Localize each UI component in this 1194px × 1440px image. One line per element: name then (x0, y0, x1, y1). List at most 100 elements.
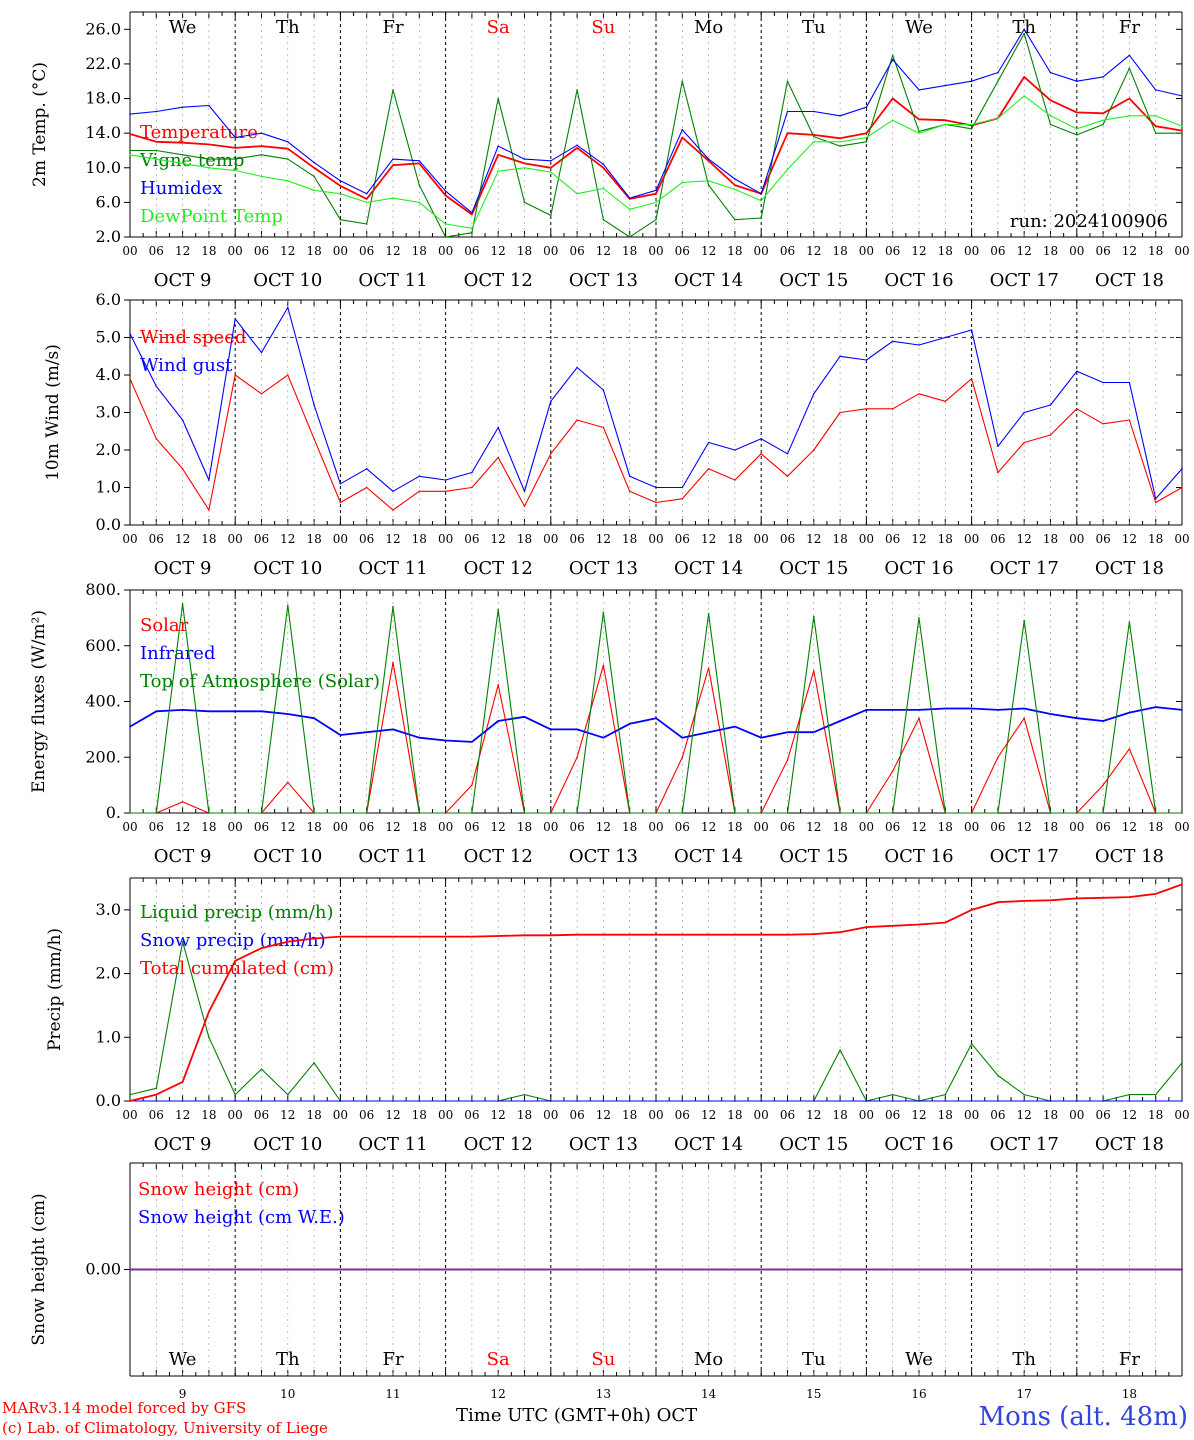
data-point (1154, 706, 1157, 708)
data-point (550, 1100, 552, 1102)
data-point (681, 1100, 684, 1102)
data-point (1049, 899, 1052, 902)
weekday-label-top: We (169, 17, 197, 38)
data-point (681, 933, 684, 936)
x-date-label: OCT 15 (779, 270, 848, 291)
y-tick-label: 2.0 (96, 440, 121, 459)
x-hour-label: 18 (832, 244, 847, 258)
x-hour-label: 18 (1043, 532, 1058, 546)
x-hour-label: 06 (569, 532, 584, 546)
x-hour-label: 18 (832, 1108, 847, 1122)
data-point (1076, 128, 1078, 130)
data-point (523, 162, 526, 165)
data-point (576, 144, 578, 147)
x-hour-label: 18 (938, 1108, 953, 1122)
x-hour-label: 12 (701, 820, 716, 834)
day-number-label: 9 (179, 1387, 187, 1401)
data-point (681, 181, 684, 184)
data-point (365, 486, 368, 489)
x-hour-label: 00 (228, 244, 243, 258)
data-point (313, 812, 315, 814)
x-hour-label: 06 (464, 244, 479, 258)
data-point (313, 166, 315, 169)
x-hour-label: 00 (1069, 1108, 1084, 1122)
data-point (1128, 381, 1131, 384)
data-point (891, 1100, 894, 1102)
x-date-label: OCT 12 (464, 1134, 533, 1155)
x-hour-label: 06 (359, 244, 374, 258)
data-point (1023, 717, 1025, 720)
x-date-label: OCT 12 (464, 558, 533, 579)
data-point (181, 1081, 184, 1083)
data-point (1023, 32, 1025, 35)
data-point (550, 214, 552, 217)
data-point (418, 1100, 421, 1102)
data-point (628, 208, 631, 211)
x-hour-label: 18 (517, 1108, 532, 1122)
y-tick-label: 1.0 (96, 1027, 121, 1046)
x-hour-label: 12 (806, 820, 821, 834)
data-point (1181, 95, 1183, 97)
model-credit: MARv3.14 model forced by GFS (2, 1399, 247, 1417)
x-hour-label: 18 (727, 244, 742, 258)
x-date-label: OCT 17 (990, 1134, 1059, 1155)
data-point (1128, 1100, 1131, 1102)
data-point (813, 392, 815, 395)
data-point (918, 923, 920, 926)
data-point (365, 201, 368, 204)
data-point (970, 128, 973, 130)
data-point (918, 344, 920, 346)
legend-entry: Wind speed (140, 327, 246, 348)
data-point (655, 933, 657, 936)
x-hour-label: 18 (1043, 820, 1058, 834)
data-point (918, 717, 920, 720)
x-hour-label: 18 (938, 244, 953, 258)
x-hour-label: 12 (701, 1108, 716, 1122)
data-point (1181, 486, 1183, 489)
data-point (734, 479, 736, 481)
x-hour-label: 00 (1174, 1108, 1189, 1122)
x-hour-label: 06 (359, 1108, 374, 1122)
x-hour-label: 12 (911, 820, 926, 834)
x-hour-label: 06 (254, 532, 269, 546)
data-point (602, 166, 605, 169)
data-point (970, 123, 973, 126)
weekday-label-top: Th (276, 17, 300, 38)
data-point (234, 136, 236, 139)
data-point (839, 812, 841, 814)
x-hour-label: 12 (280, 1108, 295, 1122)
data-point (944, 84, 947, 87)
x-hour-label: 12 (596, 244, 611, 258)
data-point (1128, 67, 1131, 70)
x-hour-label: 18 (517, 532, 532, 546)
data-point (760, 199, 762, 202)
x-hour-label: 06 (149, 1108, 164, 1122)
data-point (891, 924, 894, 927)
x-hour-label: 06 (885, 244, 900, 258)
data-point (655, 486, 657, 489)
x-hour-label: 12 (596, 532, 611, 546)
data-point (839, 355, 841, 358)
x-hour-label: 18 (622, 532, 637, 546)
weekday-label-bottom: Th (1012, 1349, 1036, 1370)
data-point (497, 145, 500, 147)
data-point (392, 490, 394, 493)
x-hour-label: 18 (1148, 532, 1163, 546)
x-hour-label: 00 (1069, 820, 1084, 834)
x-hour-label: 12 (911, 532, 926, 546)
x-hour-label: 12 (175, 244, 190, 258)
data-point (129, 113, 131, 115)
data-point (918, 89, 920, 91)
data-point (865, 132, 868, 134)
data-point (576, 812, 578, 814)
y-axis-label: 10m Wind (m/s) (43, 344, 63, 481)
x-hour-label: 06 (464, 820, 479, 834)
data-point (392, 197, 394, 199)
weekday-label-top: Th (1012, 17, 1036, 38)
x-hour-label: 00 (228, 820, 243, 834)
x-date-label: OCT 13 (569, 270, 638, 291)
data-point (208, 143, 210, 146)
data-point (181, 106, 184, 108)
x-hour-label: 00 (228, 532, 243, 546)
data-point (129, 725, 131, 728)
